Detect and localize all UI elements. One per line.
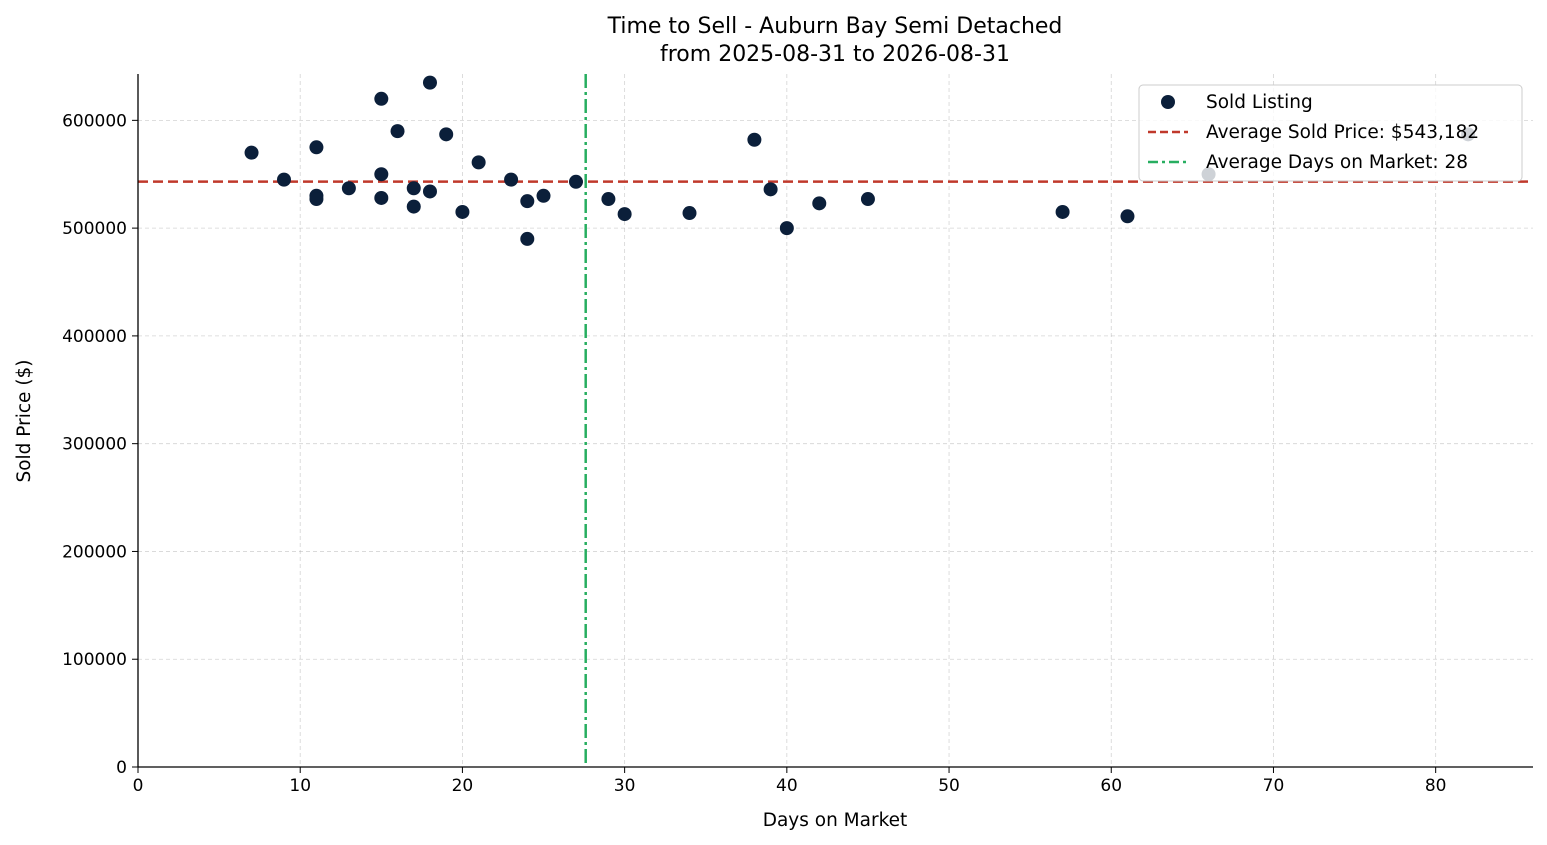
data-point [439,127,454,142]
x-tick-label: 0 [133,776,144,796]
data-point [341,181,356,196]
legend: Sold Listing Average Sold Price: $543,18… [1138,84,1523,182]
data-point [536,188,551,203]
y-tick-label: 100000 [62,650,127,670]
legend-label-sold-listing: Sold Listing [1206,92,1313,113]
data-point [471,155,486,170]
x-tick-label: 20 [452,776,474,796]
data-point [504,172,519,187]
x-tick-label: 60 [1100,776,1122,796]
legend-label-avg-days: Average Days on Market: 28 [1206,152,1468,173]
y-axis-label: Sold Price ($) [14,359,35,482]
data-point [779,221,794,236]
y-tick-label: 0 [116,758,127,778]
data-point [568,174,583,189]
data-point [422,184,437,199]
data-point [406,181,421,196]
data-point [309,140,324,155]
x-tick-label: 40 [776,776,798,796]
data-point [390,124,405,139]
data-point [374,167,389,182]
data-point [601,192,616,207]
data-point [374,190,389,205]
data-point [520,194,535,209]
legend-box [1138,84,1523,182]
legend-label-avg-price: Average Sold Price: $543,182 [1206,122,1479,143]
data-point [1120,209,1135,224]
x-tick-label: 80 [1425,776,1447,796]
y-axis-ticks: 0 100000 200000 300000 400000 500000 600000 [62,111,138,778]
x-axis-label: Days on Market [763,810,908,831]
y-tick-label: 200000 [62,542,127,562]
y-tick-label: 400000 [62,327,127,347]
data-point [374,91,389,106]
data-point [682,206,697,221]
data-point [520,231,535,246]
y-tick-label: 500000 [62,219,127,239]
data-point [763,182,778,197]
x-tick-label: 10 [289,776,311,796]
data-point [747,132,762,147]
legend-marker-sold-listing [1161,95,1175,109]
x-tick-label: 70 [1263,776,1285,796]
x-tick-label: 50 [938,776,960,796]
x-axis-ticks: 0 10 20 30 40 50 60 70 80 [133,767,1447,796]
data-point [422,75,437,90]
data-point [617,207,632,222]
data-point [455,204,470,219]
chart-subtitle: from 2025-08-31 to 2026-08-31 [660,42,1010,67]
data-point [276,172,291,187]
data-point [1055,204,1070,219]
data-point [812,196,827,211]
y-tick-label: 300000 [62,435,127,455]
x-tick-label: 30 [614,776,636,796]
chart-title: Time to Sell - Auburn Bay Semi Detached [607,14,1063,39]
data-point [406,199,421,214]
reference-lines [138,74,1533,767]
data-point [860,192,875,207]
data-point [244,145,259,160]
data-points [244,75,1476,246]
data-point [309,192,324,207]
y-tick-label: 600000 [62,111,127,131]
axes [137,74,1533,768]
